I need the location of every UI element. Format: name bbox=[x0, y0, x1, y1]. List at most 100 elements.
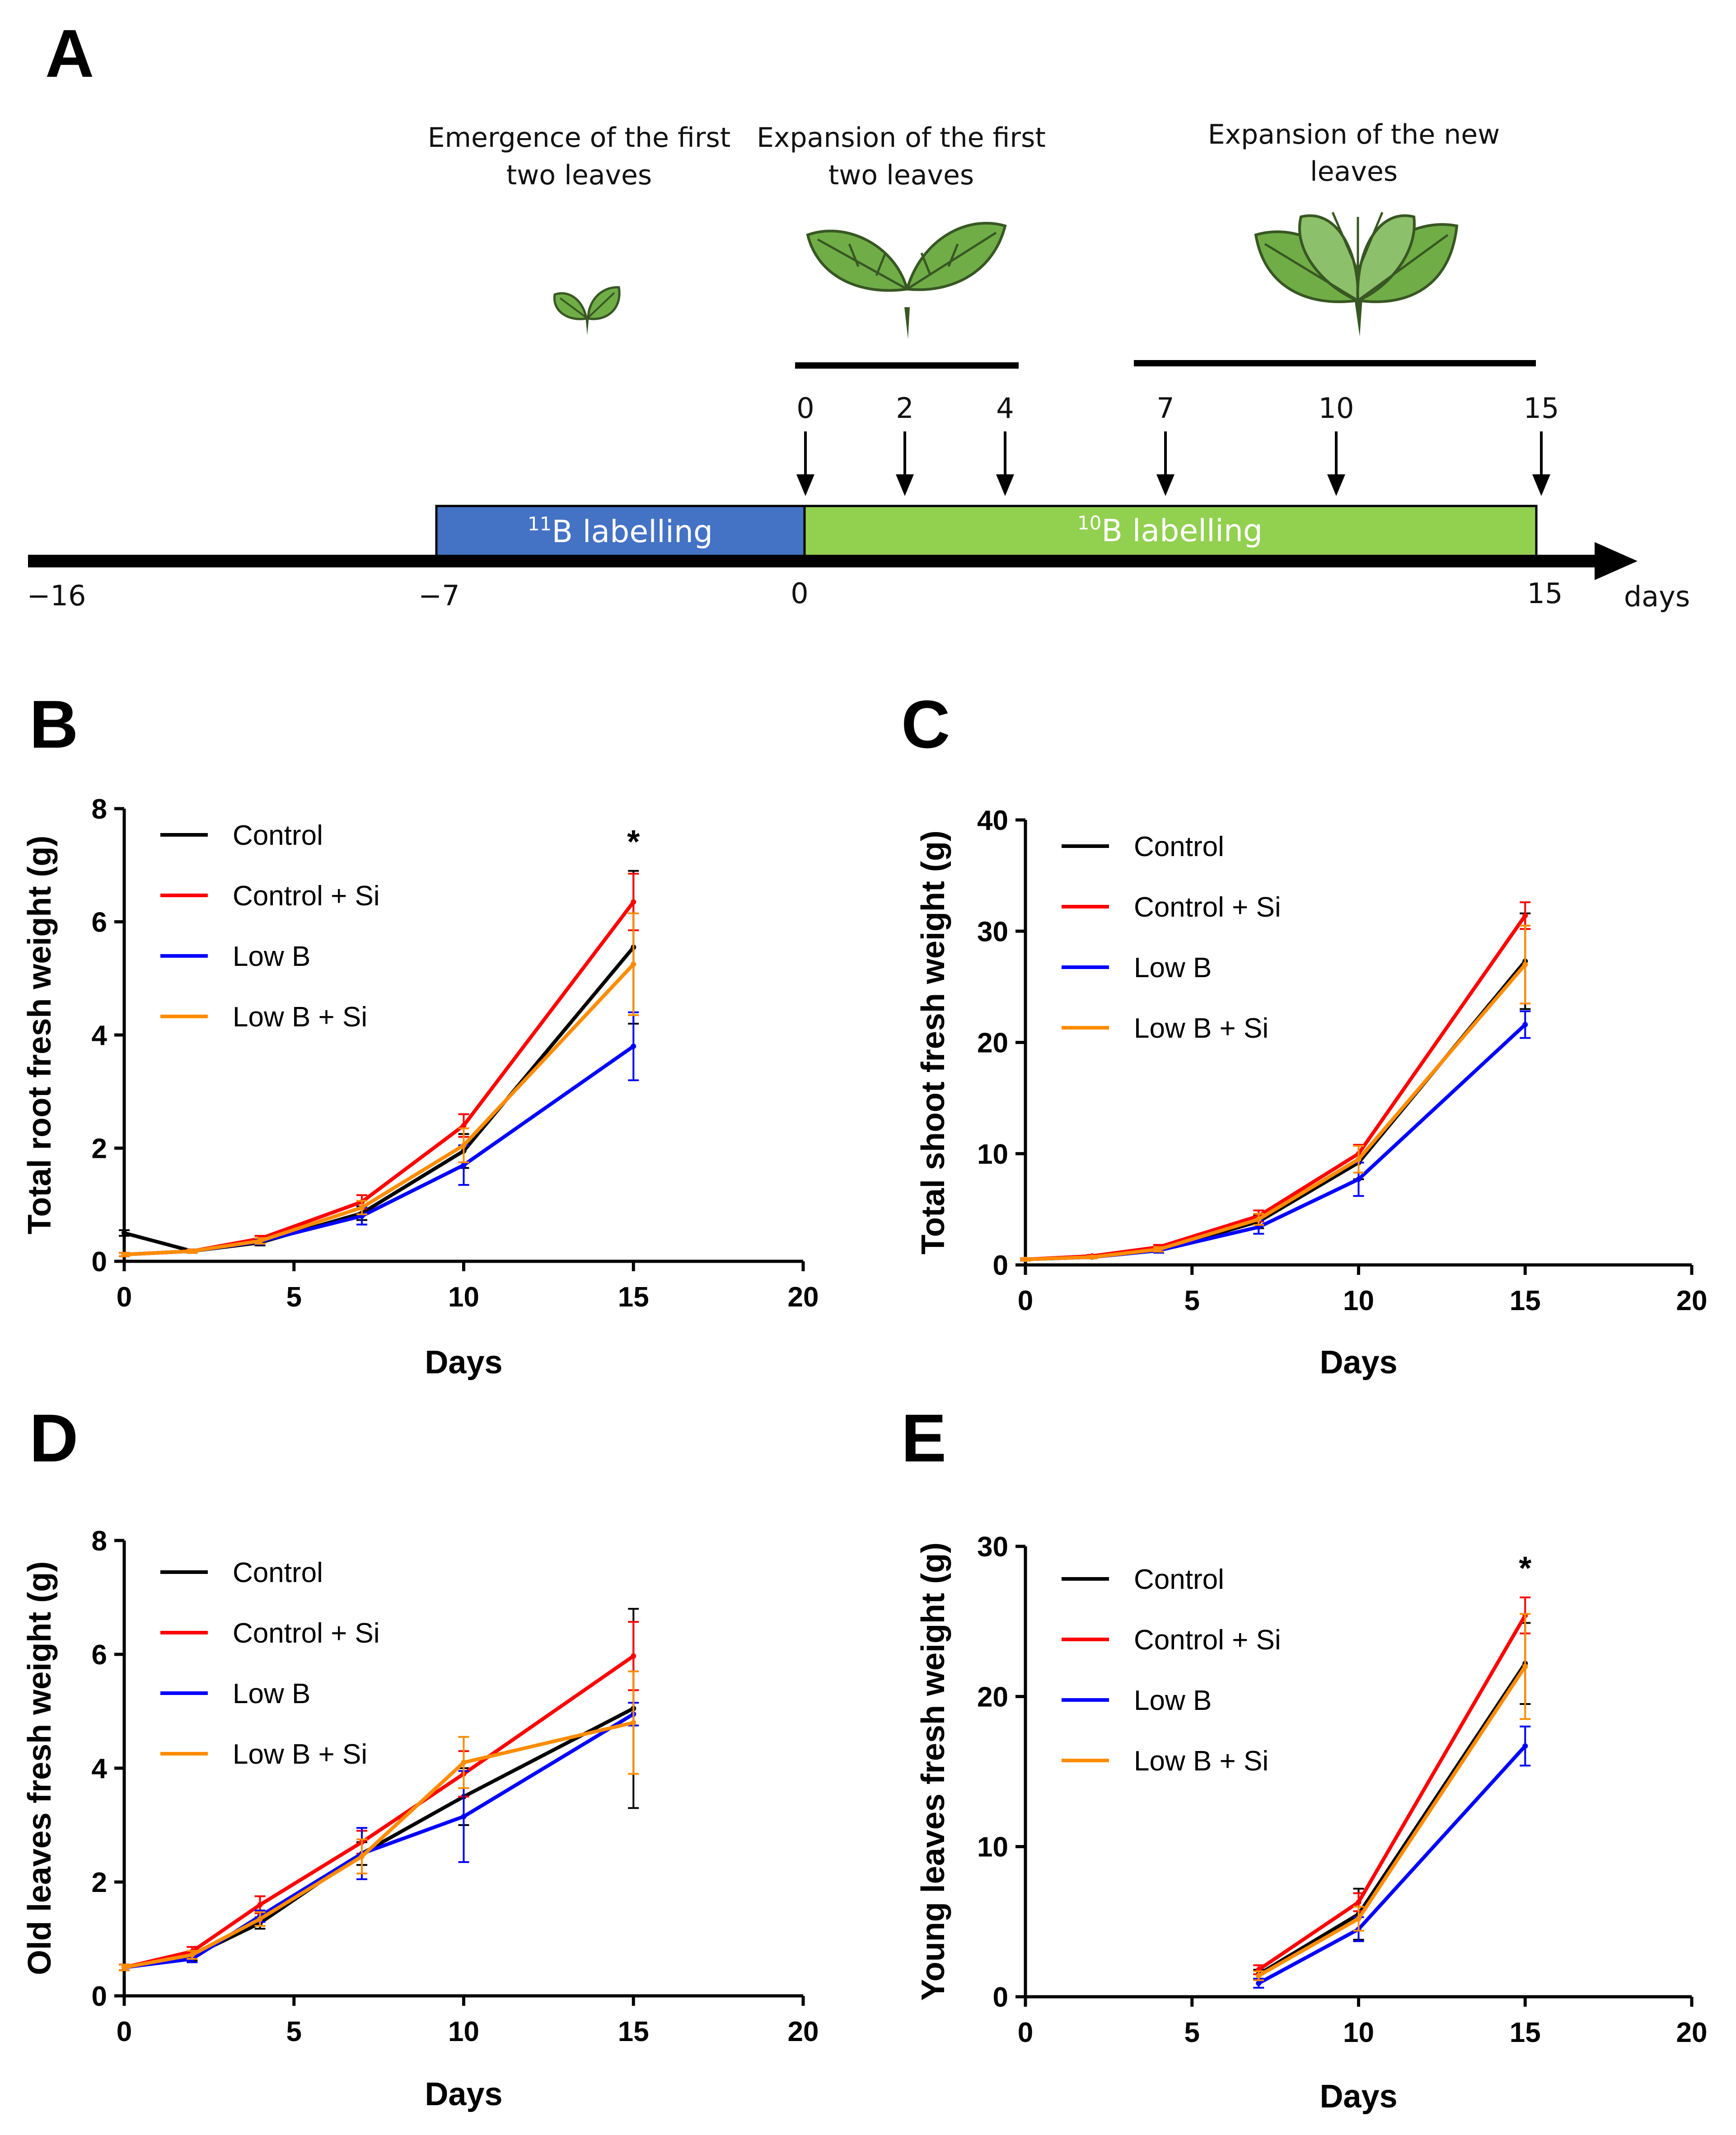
panel-label-a: A bbox=[45, 15, 94, 91]
y-tick-label: 30 bbox=[977, 916, 1008, 947]
series-line bbox=[1025, 960, 1527, 1261]
data-point bbox=[1356, 1176, 1362, 1182]
legend-label: Control + Si bbox=[1134, 892, 1281, 923]
series-line bbox=[124, 963, 635, 1256]
data-point bbox=[1023, 1256, 1028, 1262]
x-axis-title: Days bbox=[1320, 1344, 1397, 1381]
sampling-day-label: 4 bbox=[996, 392, 1014, 425]
series-line bbox=[1025, 1023, 1526, 1261]
series-line bbox=[1258, 1665, 1527, 1977]
x-tick-label: 5 bbox=[1184, 1285, 1200, 1316]
series-low-b-si bbox=[119, 912, 639, 1257]
stage2-caption-line1: Expansion of the first bbox=[757, 122, 1046, 154]
sampling-day-label: 2 bbox=[896, 392, 913, 425]
sampling-day-label: 10 bbox=[1319, 392, 1354, 425]
legend-label: Control + Si bbox=[233, 1618, 380, 1649]
series-control-si bbox=[119, 1621, 639, 1971]
y-tick-label: 20 bbox=[977, 1028, 1008, 1059]
data-point bbox=[189, 1952, 195, 1958]
x-tick-label: 15 bbox=[618, 1282, 649, 1313]
legend-label: Control bbox=[233, 1557, 323, 1588]
x-tick-label: 20 bbox=[788, 1282, 819, 1313]
y-tick-label: 0 bbox=[92, 1246, 107, 1278]
data-point bbox=[631, 899, 636, 905]
data-point bbox=[461, 1123, 467, 1128]
time-axis bbox=[28, 555, 1600, 567]
legend-label: Low B + Si bbox=[233, 1739, 367, 1770]
panel-label-c: C bbox=[901, 686, 950, 762]
x-tick-label: 10 bbox=[448, 1282, 479, 1313]
x-tick-label: 0 bbox=[117, 1282, 132, 1313]
data-point bbox=[1256, 1980, 1262, 1986]
panel-label-b: B bbox=[29, 686, 78, 762]
series-control bbox=[119, 1608, 639, 1971]
data-point bbox=[1522, 1663, 1528, 1669]
timeline-panel: A Emergence of the first two leaves Expa… bbox=[27, 15, 1690, 613]
sampling-arrow-icon bbox=[1327, 474, 1345, 496]
y-tick-label: 2 bbox=[92, 1867, 107, 1898]
sampling-arrow-icon bbox=[996, 474, 1014, 496]
sampling-arrow-icon bbox=[1156, 474, 1174, 496]
data-point bbox=[1522, 1743, 1528, 1749]
x-axis-title: Days bbox=[1320, 2079, 1397, 2115]
series-low-b bbox=[119, 1702, 639, 1971]
data-point bbox=[461, 1760, 467, 1765]
x-tick-label: 10 bbox=[448, 2016, 479, 2047]
chart-e: 0 5 10 15 20 0 10 20 30 Days Young leaves fresh we… bbox=[915, 1531, 1707, 2115]
stage3-duration-bar bbox=[1134, 360, 1536, 366]
y-tick-label: 8 bbox=[92, 794, 107, 825]
series-low-b-si bbox=[119, 1670, 639, 1971]
legend-label: Low B bbox=[233, 941, 310, 972]
x-tick-label: 5 bbox=[286, 2016, 302, 2047]
stage1-caption-line1: Emergence of the first bbox=[428, 122, 731, 154]
x-tick-label: 20 bbox=[1676, 2017, 1708, 2048]
significance-marker: * bbox=[1519, 1550, 1531, 1587]
series-control-si bbox=[119, 873, 639, 1257]
b11-labelling-label: 11B labelling bbox=[528, 513, 713, 550]
panel-label-d: D bbox=[29, 1400, 78, 1476]
stage2-duration-bar bbox=[795, 362, 1019, 369]
data-point bbox=[461, 1162, 467, 1168]
sampling-arrow-icon bbox=[1532, 474, 1550, 496]
data-point bbox=[1522, 962, 1528, 968]
series-line bbox=[124, 1721, 634, 1969]
legend-label: Low B + Si bbox=[233, 1002, 367, 1033]
y-tick-label: 10 bbox=[977, 1832, 1008, 1863]
x-tick-label: 15 bbox=[1510, 1285, 1541, 1316]
x-tick-label: 0 bbox=[1018, 2017, 1033, 2048]
y-tick-label: 4 bbox=[92, 1020, 108, 1051]
sampling-day-label: 15 bbox=[1524, 392, 1559, 425]
x-tick-label: 10 bbox=[1343, 2017, 1374, 2048]
data-point bbox=[122, 1230, 127, 1236]
x-tick-label: 15 bbox=[618, 2016, 649, 2047]
y-tick-label: 4 bbox=[92, 1753, 108, 1784]
y-tick-label: 0 bbox=[993, 1250, 1008, 1281]
series-low-b-si bbox=[1253, 1613, 1531, 1981]
legend-label: Low B bbox=[233, 1678, 310, 1709]
data-point bbox=[1356, 1156, 1362, 1162]
axis-tick-15: 15 bbox=[1527, 577, 1563, 610]
y-tick-label: 6 bbox=[92, 1639, 107, 1671]
b10-labelling-box bbox=[803, 505, 1538, 558]
x-tick-label: 10 bbox=[1343, 1285, 1374, 1316]
series-low-b bbox=[119, 1011, 639, 1257]
x-tick-label: 20 bbox=[788, 2016, 819, 2047]
stage1-caption-line2: two leaves bbox=[506, 159, 652, 191]
time-axis-arrowhead bbox=[1595, 542, 1638, 580]
data-point bbox=[122, 1251, 127, 1257]
y-tick-label: 6 bbox=[92, 907, 107, 938]
y-tick-label: 30 bbox=[977, 1531, 1008, 1563]
y-tick-label: 8 bbox=[92, 1526, 107, 1557]
axis-tick-minus16: −16 bbox=[27, 579, 86, 612]
legend-label: Low B + Si bbox=[1134, 1013, 1268, 1044]
b10-labelling-label: 10B labelling bbox=[1077, 512, 1263, 549]
y-axis-title: Total shoot fresh weight (g) bbox=[915, 830, 951, 1255]
data-point bbox=[1256, 1973, 1262, 1979]
y-tick-label: 0 bbox=[993, 1982, 1008, 2013]
sampling-day-label: 0 bbox=[796, 392, 814, 425]
series-low-b-si bbox=[1020, 924, 1531, 1262]
data-point bbox=[1089, 1254, 1095, 1260]
sampling-day-label: 7 bbox=[1156, 392, 1174, 425]
x-tick-label: 5 bbox=[286, 1282, 302, 1313]
x-tick-label: 0 bbox=[117, 2016, 132, 2047]
